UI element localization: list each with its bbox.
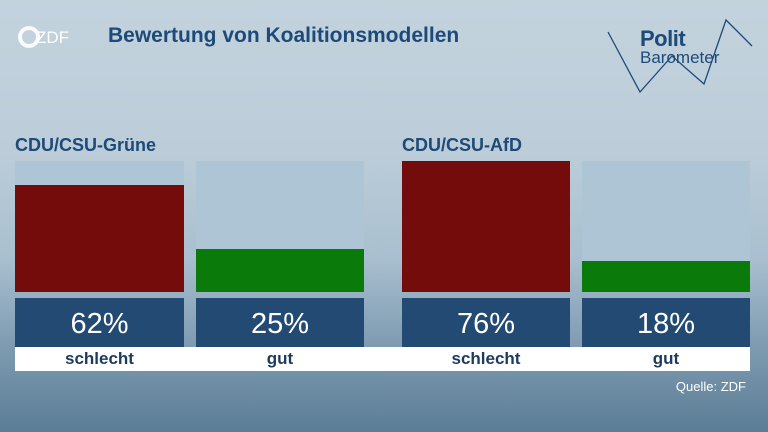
- category-label-strip: [15, 347, 750, 371]
- bar-background: [582, 161, 750, 292]
- category-label-schlecht: schlecht: [65, 349, 134, 368]
- bar-cdu-csu-gruene-gut: [196, 248, 364, 292]
- category-label-gut: gut: [266, 349, 294, 368]
- category-label-gut: gut: [652, 349, 680, 368]
- brand-barometer: Barometer: [640, 48, 720, 67]
- politbarometer-logo: [607, 18, 753, 94]
- group-title-cdu-csu-afd: CDU/CSU-AfD: [402, 135, 522, 155]
- group-title-cdu-csu-gruene: CDU/CSU-Grüne: [15, 135, 157, 155]
- value-label-cdu-csu-gruene-gut: 25%: [196, 298, 364, 350]
- brand-polit: Polit: [640, 26, 686, 51]
- value-label-cdu-csu-afd-schlecht: 76%: [402, 298, 570, 350]
- bar-cdu-csu-gruene-schlecht: [15, 185, 184, 292]
- bar-background: [15, 161, 184, 292]
- value-label-cdu-csu-afd-gut: 18%: [582, 298, 750, 350]
- bar-cdu-csu-afd-schlecht: [402, 161, 570, 292]
- bar-background: [196, 161, 364, 292]
- bar-background: [402, 161, 570, 292]
- zdf-logo: ZDF: [16, 24, 80, 50]
- source-note: Quelle: ZDF: [675, 379, 746, 394]
- category-label-schlecht: schlecht: [451, 349, 521, 368]
- chart-title: Bewertung von Koalitionsmodellen: [108, 24, 460, 47]
- bar-cdu-csu-afd-gut: [582, 260, 750, 292]
- zdf-logo-text: ZDF: [36, 28, 69, 47]
- value-label-cdu-csu-gruene-schlecht: 62%: [15, 298, 184, 350]
